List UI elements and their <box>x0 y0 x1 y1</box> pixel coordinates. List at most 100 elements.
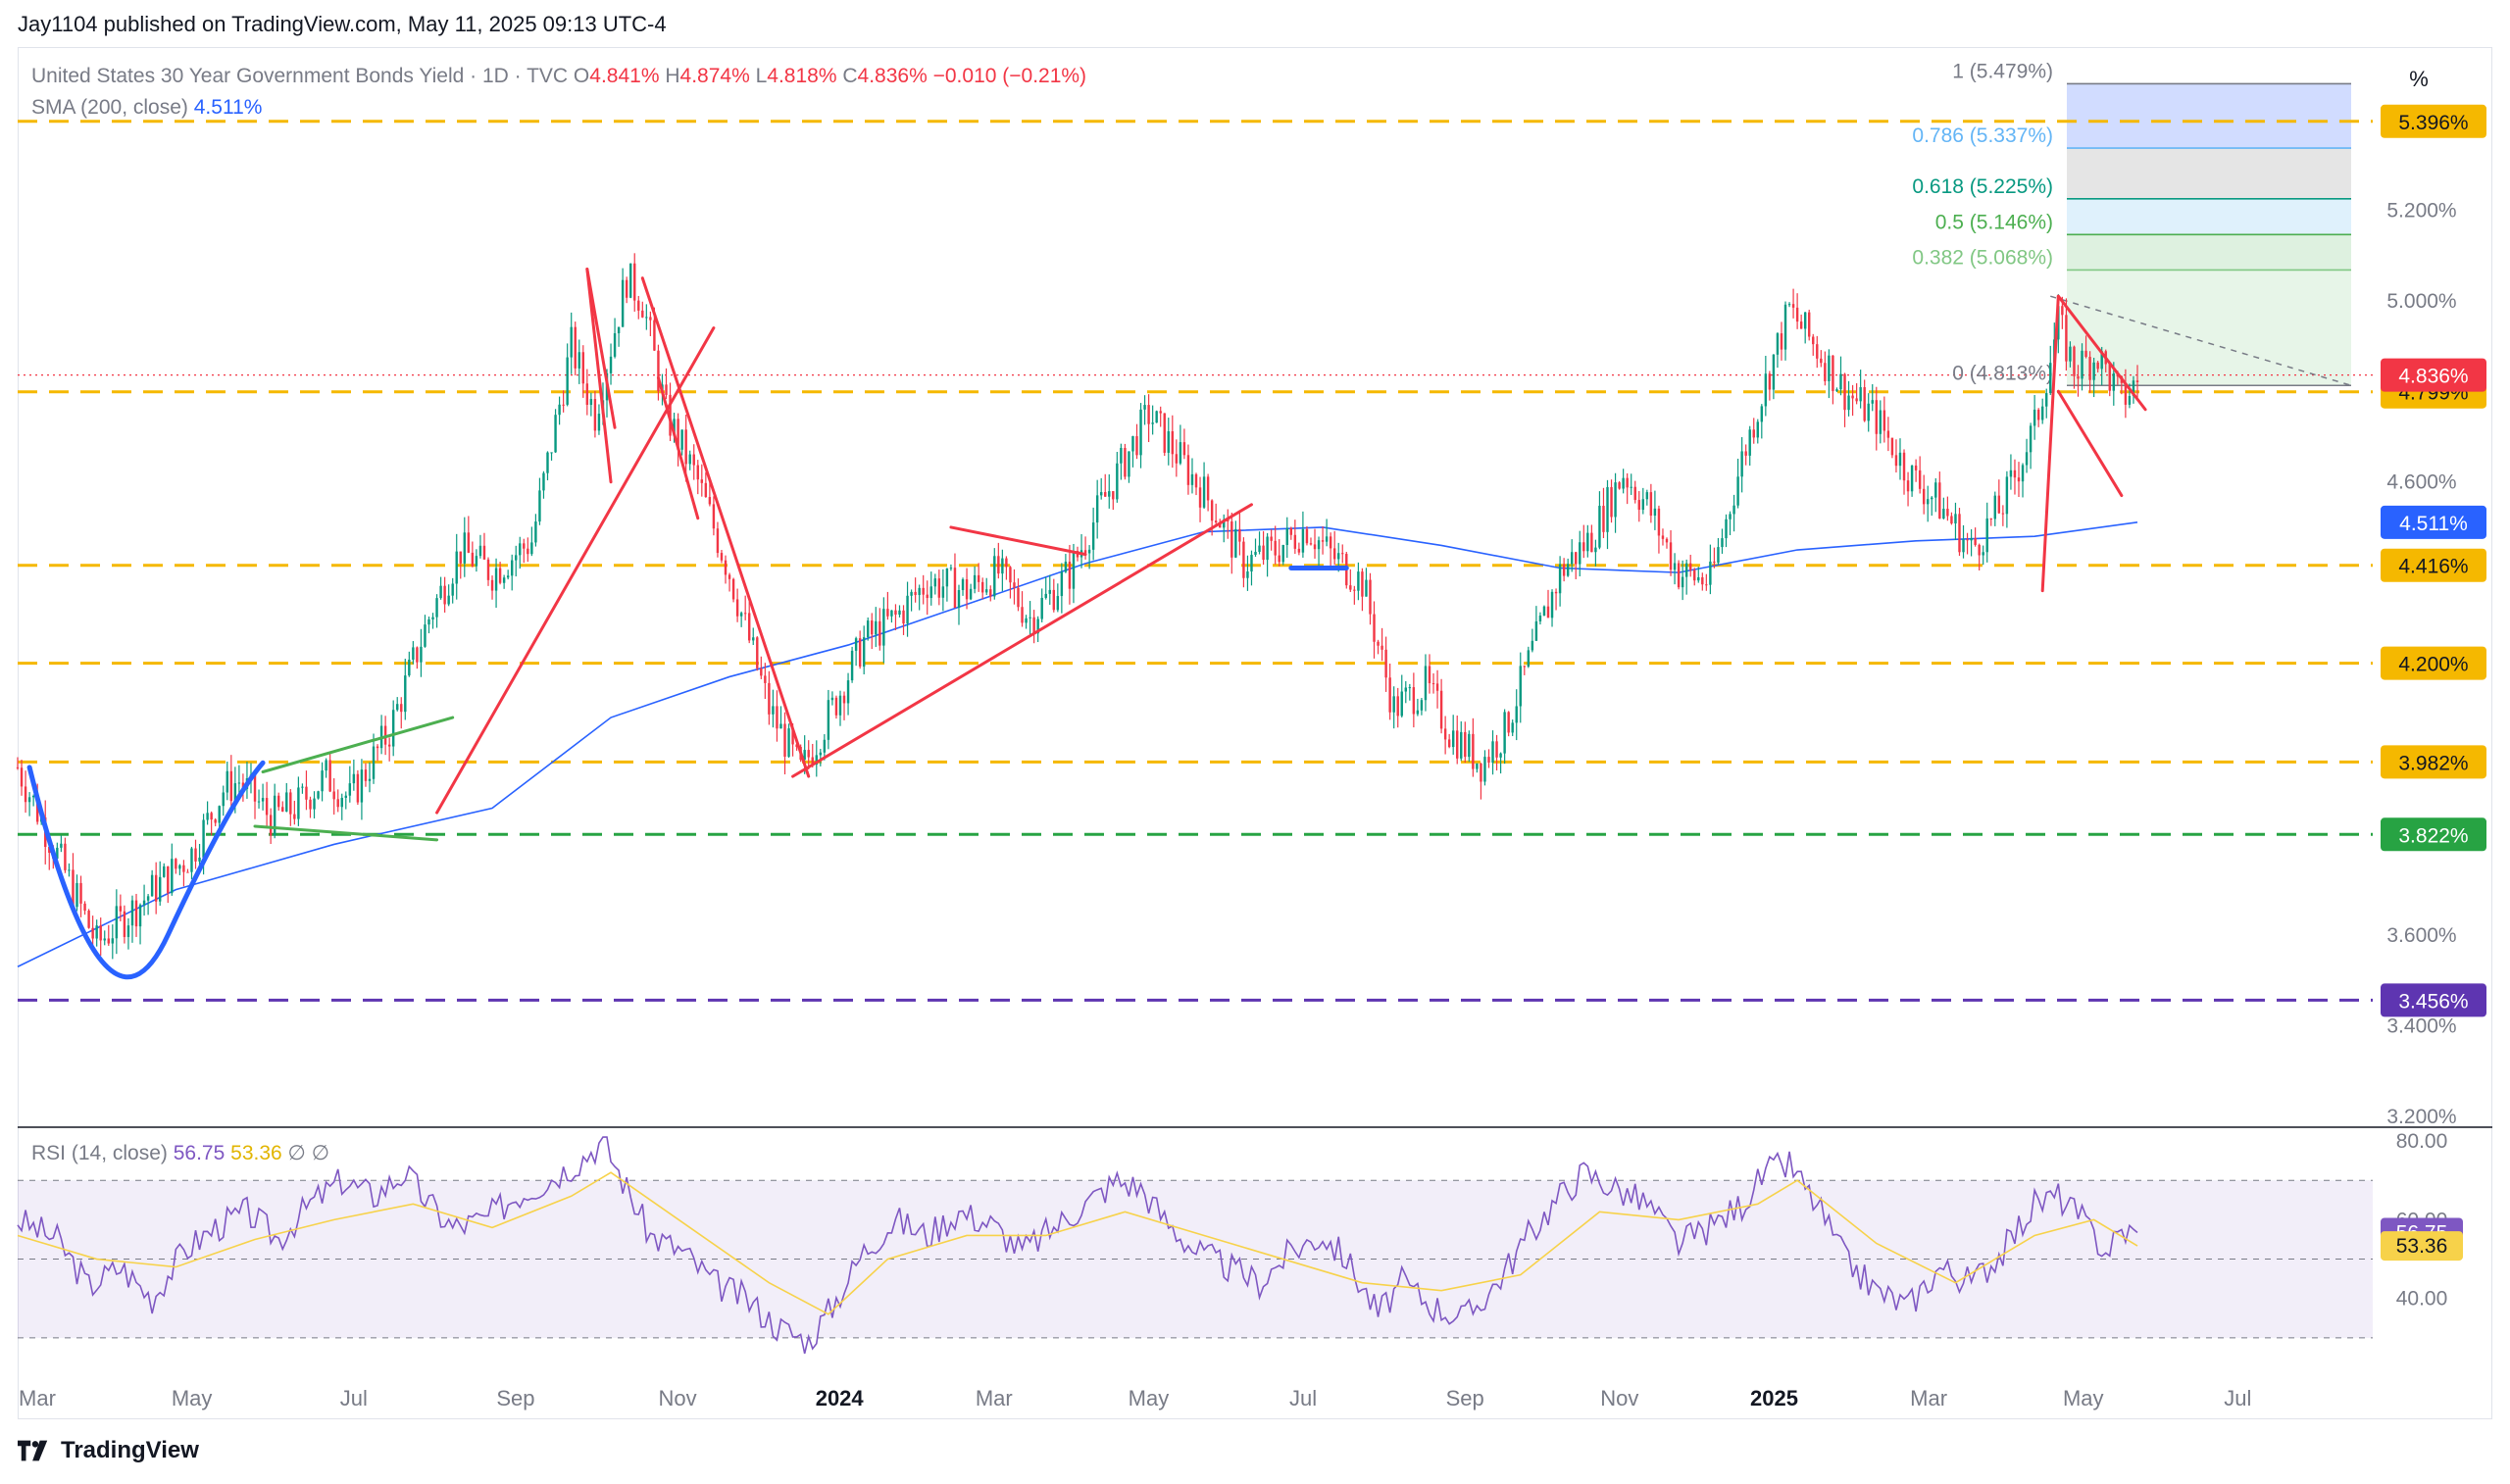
candle-body <box>708 497 712 505</box>
rsi-label[interactable]: RSI (14, close) <box>31 1142 168 1164</box>
tradingview-brand[interactable]: TradingView <box>18 1437 199 1464</box>
chart-frame[interactable] <box>18 47 2492 1419</box>
level-badge-label: 4.416% <box>2398 556 2468 578</box>
candle-body <box>1997 495 2001 514</box>
candle-body <box>922 587 925 595</box>
candle-body <box>1562 564 1566 576</box>
candle-body <box>937 578 941 598</box>
candle-body <box>871 620 874 635</box>
high-value: 4.874% <box>679 65 750 87</box>
candle-body <box>1159 411 1162 414</box>
candle-body <box>1534 620 1538 641</box>
high-label: H <box>665 65 680 87</box>
candle-body <box>1780 333 1783 350</box>
fib-level-label: 0.618 (5.225%) <box>1912 175 2053 198</box>
candle-body <box>435 598 438 618</box>
candle-body <box>1902 452 1906 481</box>
candle-body <box>1614 482 1617 518</box>
candle-body <box>1832 355 1834 391</box>
rising-trendline <box>435 326 716 815</box>
candle-body <box>748 613 751 641</box>
candle-body <box>566 357 569 405</box>
candle-body <box>467 532 471 553</box>
candle-body <box>2025 452 2029 466</box>
candle-body <box>1293 534 1297 549</box>
candle-body <box>1230 520 1233 558</box>
chart-legend: United States 30 Year Government Bonds Y… <box>31 61 1086 124</box>
candle-body <box>1922 488 1926 505</box>
candle-body <box>581 352 585 384</box>
candle-body <box>1083 550 1087 554</box>
candle-body <box>1281 544 1284 563</box>
level-badge-label: 3.456% <box>2398 990 2468 1013</box>
candle-body <box>396 704 399 711</box>
level-badge <box>2381 646 2486 680</box>
candle-body <box>2077 375 2080 379</box>
candle-body <box>226 770 228 793</box>
candle-body <box>621 279 625 327</box>
candle-body <box>2069 346 2072 362</box>
candle-body <box>1630 486 1632 488</box>
time-tick-label: May <box>2063 1386 2104 1410</box>
candle-body <box>811 757 814 766</box>
candle-body <box>1665 538 1669 543</box>
candle-body <box>1227 519 1230 521</box>
candle-body <box>846 680 850 704</box>
candle-body <box>1242 541 1245 578</box>
candle-body <box>237 782 241 784</box>
candle-body <box>182 865 185 872</box>
candle-body <box>301 786 304 788</box>
candle-body <box>1519 666 1522 707</box>
candle-body <box>1942 509 1945 519</box>
candle-body <box>609 356 613 373</box>
sma-label[interactable]: SMA (200, close) <box>31 96 188 119</box>
candle-body <box>1622 477 1625 489</box>
candle-body <box>364 769 368 781</box>
candle-body <box>867 620 870 638</box>
candle-body <box>439 585 442 599</box>
candle-body <box>1701 576 1704 585</box>
candle-body <box>1091 522 1095 550</box>
candle-body <box>878 620 881 646</box>
candle-body <box>356 773 360 803</box>
candle-body <box>126 925 130 937</box>
symbol-title[interactable]: United States 30 Year Government Bonds Y… <box>31 65 569 87</box>
candle-body <box>1950 516 1953 524</box>
candle-body <box>1353 589 1356 591</box>
candle-body <box>2092 362 2095 380</box>
candle-body <box>35 795 39 822</box>
candle-body <box>1740 451 1743 477</box>
candle-body <box>1431 683 1435 685</box>
open-label: O <box>573 65 590 87</box>
candle-body <box>261 798 265 802</box>
percent-scale-button[interactable]: % <box>2409 67 2429 91</box>
candle-body <box>1329 536 1332 549</box>
candle-body <box>1021 607 1024 623</box>
candle-body <box>253 774 257 802</box>
candle-body <box>2088 357 2091 380</box>
fib-level-label: 0.786 (5.337%) <box>1912 124 2053 147</box>
fib-zone-fill <box>2067 198 2351 235</box>
candle-body <box>1673 563 1677 570</box>
candle-body <box>1064 561 1068 572</box>
sma-200-line <box>17 521 2138 967</box>
candle-body <box>400 704 403 713</box>
candle-body <box>1451 730 1455 748</box>
flag-lower-line <box>253 824 439 842</box>
candle-body <box>1234 528 1237 558</box>
candle-body <box>1460 731 1463 759</box>
candle-body <box>20 767 24 787</box>
candle-body <box>1546 606 1550 618</box>
candle-body <box>257 801 261 803</box>
candle-body <box>1657 508 1661 536</box>
candle-body <box>1515 706 1518 723</box>
candle-body <box>1424 666 1428 701</box>
candle-body <box>1206 476 1210 501</box>
cup-pattern-curve <box>26 760 266 980</box>
candle-body <box>1025 618 1028 623</box>
candle-body <box>1828 355 1831 381</box>
candle-body <box>957 590 961 609</box>
candle-body <box>1357 571 1360 591</box>
candle-body <box>628 263 632 298</box>
